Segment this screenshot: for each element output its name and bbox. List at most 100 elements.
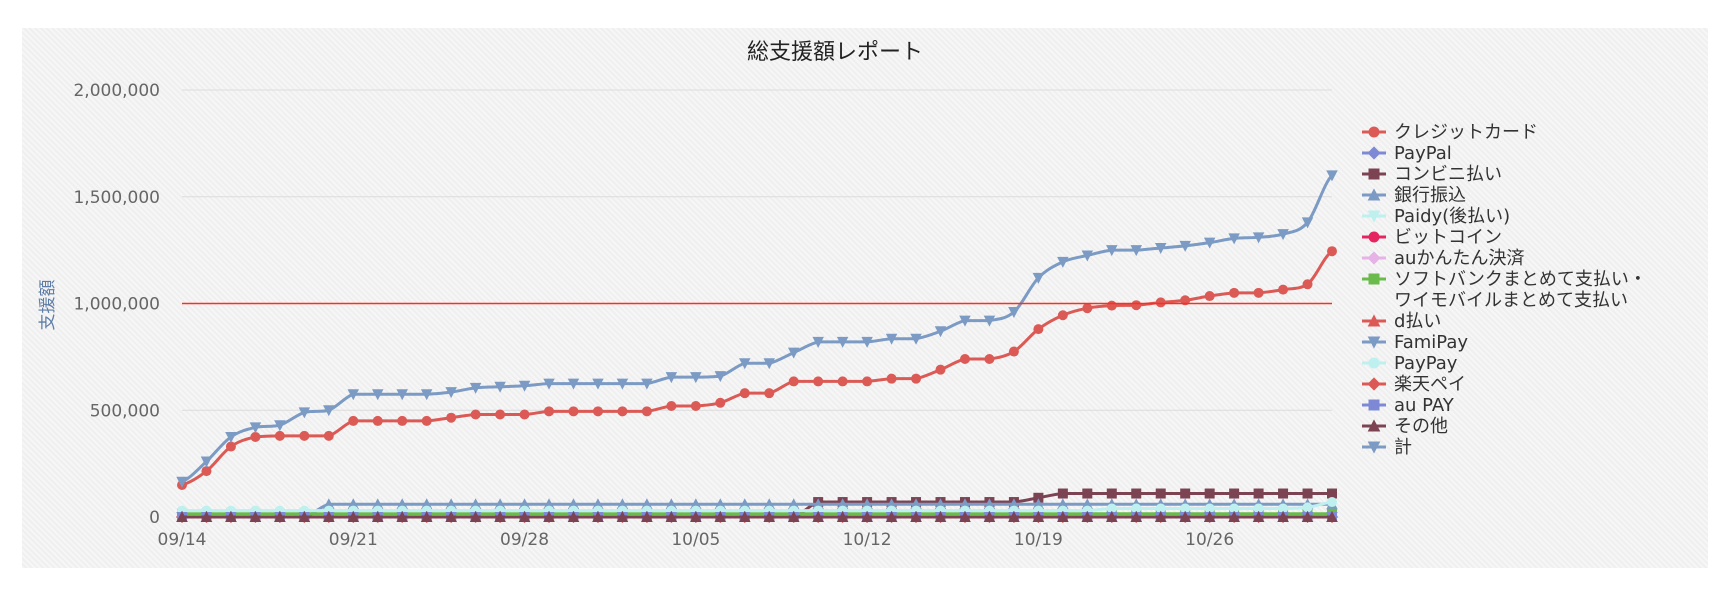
data-point bbox=[519, 409, 530, 420]
legend-item[interactable]: ソフトバンクまとめて支払い・ワイモバイルまとめて支払い bbox=[1362, 269, 1647, 311]
data-point bbox=[323, 498, 335, 510]
data-point bbox=[739, 511, 751, 522]
data-point bbox=[812, 511, 824, 522]
data-point bbox=[420, 511, 433, 522]
data-point bbox=[544, 406, 555, 417]
data-point bbox=[469, 498, 482, 510]
data-point bbox=[1180, 503, 1191, 514]
data-point bbox=[763, 498, 775, 510]
data-point bbox=[836, 498, 849, 510]
y-tick-label: 1,000,000 bbox=[73, 295, 160, 315]
data-point bbox=[739, 358, 751, 370]
legend-item[interactable]: 計 bbox=[1362, 437, 1412, 458]
data-point bbox=[1327, 488, 1337, 499]
series-14 bbox=[176, 511, 1338, 522]
data-point bbox=[1130, 511, 1143, 522]
data-point bbox=[837, 376, 848, 387]
data-point bbox=[983, 315, 996, 327]
data-point bbox=[666, 400, 677, 411]
data-point bbox=[371, 498, 384, 510]
legend-item[interactable]: 楽天ペイ bbox=[1362, 374, 1466, 395]
legend-label: クレジットカード bbox=[1394, 122, 1538, 143]
data-point bbox=[347, 498, 360, 510]
data-point bbox=[1154, 242, 1167, 254]
data-point bbox=[1131, 300, 1142, 311]
data-point bbox=[421, 415, 432, 426]
data-point bbox=[788, 376, 799, 387]
data-point bbox=[910, 511, 922, 522]
axes: 0 500,000 1,000,000 1,500,000 2,000,000 09/14… bbox=[73, 81, 1332, 550]
data-point bbox=[665, 511, 678, 522]
data-point bbox=[1082, 303, 1093, 314]
data-point bbox=[1131, 503, 1142, 514]
legend-item[interactable]: PayPay bbox=[1362, 353, 1458, 374]
data-point bbox=[763, 358, 775, 370]
data-point bbox=[1203, 237, 1216, 249]
data-point bbox=[1081, 250, 1094, 262]
legend-label: Paidy(後払い) bbox=[1394, 206, 1510, 227]
data-point bbox=[298, 511, 311, 522]
data-point bbox=[420, 389, 433, 401]
data-point bbox=[1253, 503, 1264, 514]
data-point bbox=[885, 498, 898, 510]
data-point bbox=[568, 406, 579, 417]
legend-item[interactable]: 銀行振込 bbox=[1362, 185, 1466, 206]
data-point bbox=[1204, 503, 1215, 514]
data-point bbox=[1008, 307, 1020, 319]
legend-label: 銀行振込 bbox=[1394, 185, 1466, 206]
y-tick-label: 500,000 bbox=[90, 401, 160, 421]
data-point bbox=[1179, 511, 1191, 522]
legend-marker bbox=[1367, 314, 1381, 327]
data-point bbox=[250, 431, 261, 442]
legend-item[interactable]: クレジットカード bbox=[1362, 122, 1538, 143]
data-point bbox=[910, 333, 922, 345]
legend-label: 計 bbox=[1394, 437, 1412, 458]
legend-item[interactable]: ビットコイン bbox=[1362, 227, 1502, 248]
data-point bbox=[347, 389, 360, 401]
data-point bbox=[445, 511, 457, 522]
data-point bbox=[1204, 488, 1215, 499]
data-point bbox=[1326, 511, 1338, 522]
legend-item[interactable]: au PAY bbox=[1362, 395, 1455, 416]
legend-item[interactable]: auかんたん決済 bbox=[1362, 248, 1524, 269]
data-point bbox=[984, 354, 995, 365]
legend-marker bbox=[1367, 146, 1381, 160]
data-point bbox=[934, 326, 947, 338]
data-point bbox=[225, 441, 236, 452]
data-point bbox=[1302, 279, 1313, 290]
data-point bbox=[1130, 245, 1143, 257]
legend-label: ワイモバイルまとめて支払い bbox=[1394, 290, 1628, 311]
data-point bbox=[518, 511, 531, 522]
data-point bbox=[372, 415, 383, 426]
data-point bbox=[665, 372, 678, 384]
data-point bbox=[1228, 233, 1240, 245]
data-point bbox=[1204, 291, 1215, 302]
legend-label: 楽天ペイ bbox=[1394, 374, 1466, 395]
legend-label: PayPal bbox=[1394, 143, 1452, 164]
legend-item[interactable]: Paidy(後払い) bbox=[1362, 206, 1510, 227]
data-point bbox=[885, 511, 898, 522]
data-point bbox=[1301, 511, 1314, 522]
data-point bbox=[764, 388, 775, 399]
data-point bbox=[274, 430, 285, 441]
data-point bbox=[1155, 488, 1166, 499]
data-point bbox=[1327, 246, 1337, 257]
data-point bbox=[1106, 245, 1118, 257]
data-point bbox=[1252, 232, 1265, 244]
legend-item[interactable]: d払い bbox=[1362, 311, 1441, 332]
y-tick-label: 0 bbox=[149, 508, 160, 528]
y-axis-label: 支援額 bbox=[38, 280, 58, 331]
legend-item[interactable]: FamiPay bbox=[1362, 332, 1468, 353]
data-point bbox=[641, 511, 653, 522]
data-point bbox=[1302, 502, 1313, 513]
legend-item[interactable]: コンビニ払い bbox=[1362, 164, 1502, 185]
legend-item[interactable]: PayPal bbox=[1362, 143, 1452, 164]
data-point bbox=[445, 387, 457, 399]
data-point bbox=[1179, 240, 1191, 252]
data-point bbox=[396, 389, 408, 401]
legend-item[interactable]: その他 bbox=[1362, 416, 1448, 437]
data-point bbox=[1277, 229, 1289, 241]
data-point bbox=[543, 498, 555, 510]
data-point bbox=[813, 376, 824, 387]
data-point bbox=[836, 336, 849, 348]
